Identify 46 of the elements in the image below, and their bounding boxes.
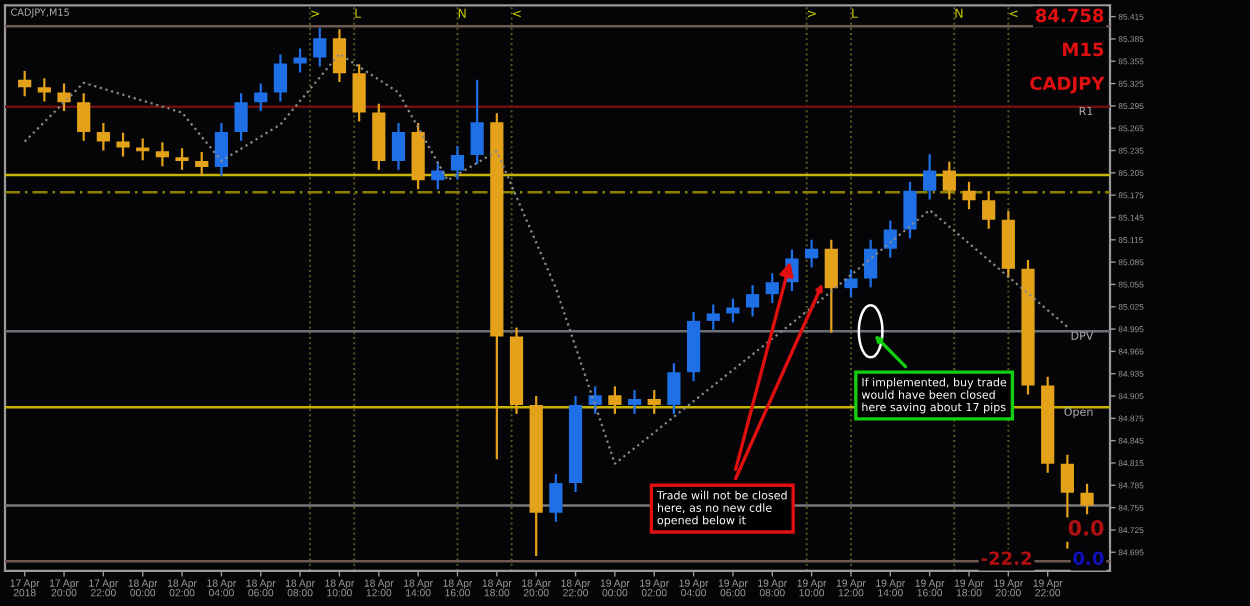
candlestick (745, 284, 760, 318)
candlestick (234, 92, 248, 142)
candlestick (175, 147, 189, 171)
candlestick (391, 121, 406, 171)
candlestick (96, 121, 110, 152)
candlestick (883, 219, 897, 259)
candlestick (116, 131, 130, 158)
candlestick (903, 180, 917, 240)
candlestick (824, 238, 838, 334)
candlestick (313, 26, 327, 68)
candlestick (155, 141, 169, 168)
candlestick (667, 362, 681, 415)
candlestick (470, 78, 484, 166)
candlestick (982, 190, 996, 230)
candlestick (805, 238, 819, 269)
candlestick (588, 385, 602, 415)
annotation: M15 (1063, 42, 1104, 57)
annotation: -22.2 (981, 551, 1032, 565)
candlestick (608, 385, 622, 415)
annotation: 84.758 (1035, 8, 1104, 23)
candlestick (726, 297, 740, 324)
annotation: 0.0 (1073, 551, 1104, 566)
candlestick (195, 150, 209, 177)
candlestick (923, 153, 937, 201)
candlestick (1080, 482, 1094, 516)
candlestick (18, 69, 32, 98)
candlestick (332, 28, 347, 84)
candlestick (627, 388, 642, 415)
candlestick (647, 388, 661, 415)
candlestick (549, 473, 563, 523)
candlestick (37, 77, 51, 103)
candlestick (450, 144, 465, 181)
candlestick (254, 82, 268, 113)
candlestick (352, 63, 366, 123)
candlestick (765, 272, 779, 305)
candlestick (214, 121, 229, 177)
candlestick (273, 53, 288, 103)
candlestick (942, 160, 956, 201)
candlestick (962, 180, 976, 211)
annotation: CADJPY (1030, 76, 1105, 94)
annotation: 0.0 (1068, 519, 1104, 536)
candlestick (844, 268, 858, 299)
candlestick (864, 238, 878, 289)
candlestick (57, 82, 71, 113)
candlestick (706, 303, 720, 331)
candlestick (77, 92, 91, 142)
